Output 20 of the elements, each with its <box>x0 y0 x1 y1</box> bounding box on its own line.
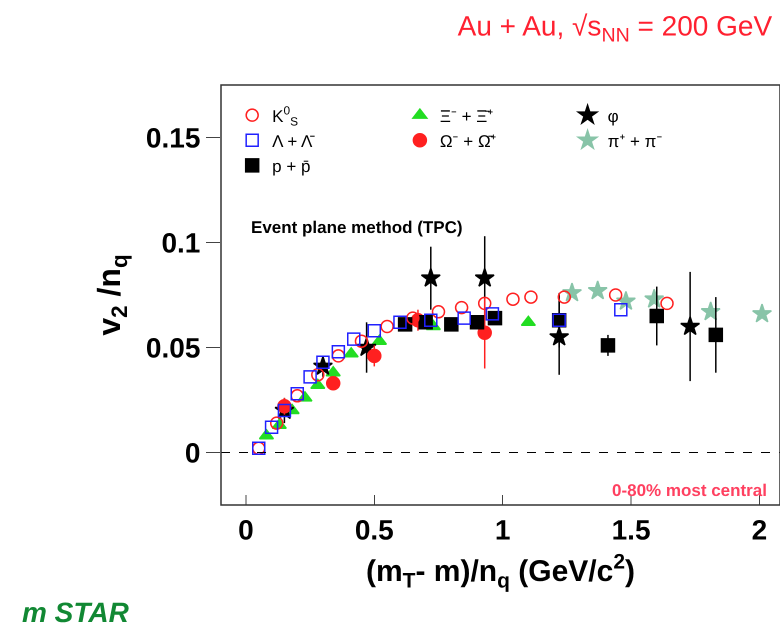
x-tick-label: 0.5 <box>354 514 394 546</box>
annotation: 0-80% most central <box>612 481 767 500</box>
y-tick-label: 0 <box>184 437 200 468</box>
x-tick-label: 2 <box>752 514 768 546</box>
legend-label: p + p̄ <box>272 156 310 176</box>
x-tick-label: 0 <box>238 514 254 546</box>
legend-label: π⁺ + π⁻ <box>608 132 662 151</box>
legend-label: Ξ⁻ + Ξ̄⁺ <box>440 106 494 126</box>
x-tick-label: 1.5 <box>612 514 651 546</box>
annotation: Event plane method (TPC) <box>251 218 463 237</box>
text: m STAR <box>22 597 130 628</box>
y-tick-label: 0.1 <box>161 227 200 258</box>
x-tick-label: 1 <box>494 514 510 546</box>
legend-label: Λ + Λ̄ <box>272 132 316 151</box>
legend-label: φ <box>608 106 619 126</box>
chart-title: Au + Au, √s$_{NN}$ = 200 GeV <box>458 10 773 46</box>
y-tick-label: 0.15 <box>146 122 200 154</box>
x-axis-title: (m$_{T}$- m)/n$_{q}$ (GeV/c$^{2}$) <box>366 550 636 592</box>
legend-label: Ω⁻ + Ω̄⁺ <box>440 132 497 151</box>
y-tick-label: 0.05 <box>146 332 200 364</box>
